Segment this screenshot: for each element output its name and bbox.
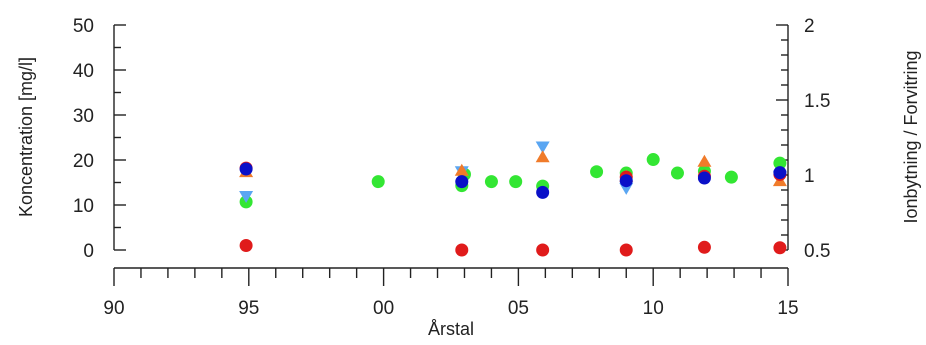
y-tick-label: 40 [73, 61, 94, 82]
data-point-s5-3 [619, 243, 633, 257]
x-tick-label: 15 [777, 298, 798, 319]
data-point-s5-4 [697, 240, 711, 254]
y2-tick-label: 0.5 [804, 241, 830, 262]
data-point-s0-4 [484, 175, 498, 189]
y2-axis-title: Ionbytning / Forvitring [901, 50, 921, 223]
x-ticks: 90 95 00 05 10 15 [103, 268, 799, 319]
x-tick-label: 05 [508, 298, 529, 319]
data-point-s2-4 [697, 154, 712, 167]
y-tick-label: 50 [73, 16, 94, 37]
data-point-s0-10 [670, 166, 684, 180]
y-tick-label: 0 [83, 241, 94, 262]
data-point-s1-2 [535, 141, 550, 154]
x-tick-label: 90 [103, 298, 124, 319]
y-ticks: 0 10 20 30 40 50 [73, 16, 126, 262]
data-point-s4-0 [239, 162, 253, 176]
x-axis-title: Årstal [428, 319, 474, 339]
data-point-s2-2 [535, 150, 550, 163]
plot-area [113, 25, 789, 269]
data-point-s5-5 [773, 241, 787, 255]
data-markers [239, 141, 787, 257]
y2-tick-label: 1 [804, 166, 815, 187]
data-point-s0-1 [371, 175, 385, 189]
x-tick-label: 10 [643, 298, 664, 319]
data-point-s0-7 [590, 165, 604, 179]
data-point-s0-12 [724, 170, 738, 184]
data-point-s4-3 [619, 174, 633, 188]
y2-tick-label: 1.5 [804, 91, 830, 112]
data-point-s0-5 [509, 175, 523, 189]
y-axis-title: Koncentration [mg/l] [16, 57, 36, 217]
data-point-s5-1 [455, 243, 469, 257]
y-tick-label: 20 [73, 151, 94, 172]
data-point-s0-9 [646, 153, 660, 167]
x-tick-label: 95 [238, 298, 259, 319]
y2-ticks: 0.5 1 1.5 2 [776, 16, 830, 262]
data-point-s4-5 [773, 166, 787, 180]
data-point-s1-0 [239, 191, 254, 203]
data-point-s0-13 [773, 156, 787, 170]
y2-tick-label: 2 [804, 16, 815, 37]
data-point-s4-2 [536, 185, 550, 199]
y-tick-label: 30 [73, 106, 94, 127]
data-point-s4-4 [697, 171, 711, 185]
data-point-s5-0 [239, 239, 253, 252]
data-point-s5-2 [536, 243, 550, 257]
x-tick-label: 00 [373, 298, 394, 319]
data-point-s4-1 [455, 175, 469, 189]
data-point-s2-1 [454, 163, 469, 176]
y-tick-label: 10 [73, 196, 94, 217]
